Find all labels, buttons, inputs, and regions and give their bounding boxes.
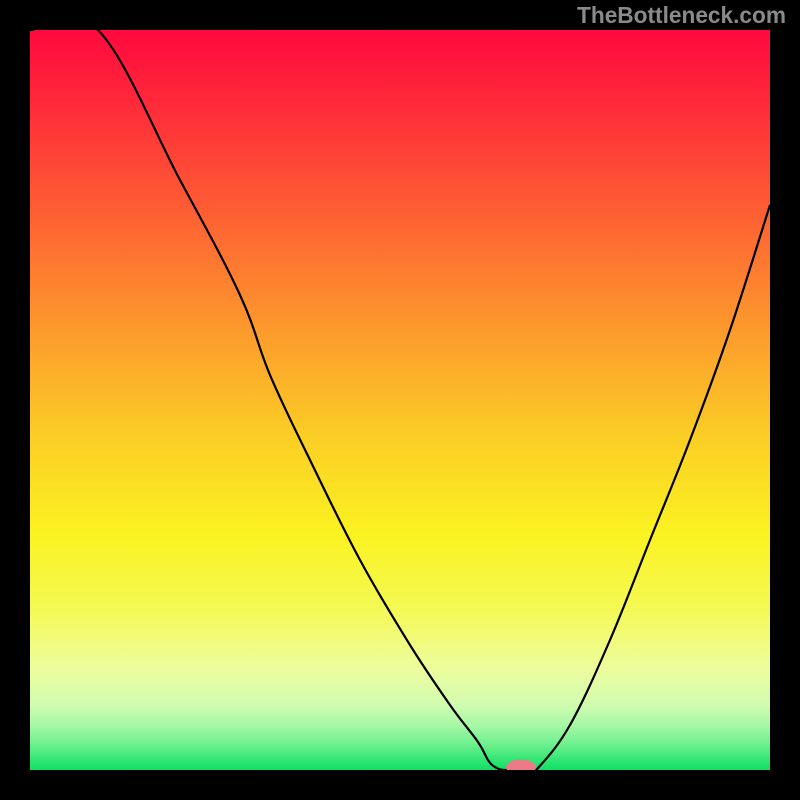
optimum-marker (506, 759, 536, 770)
bottleneck-curve-path (30, 30, 770, 770)
bottleneck-curve-svg (30, 30, 770, 770)
watermark-text: TheBottleneck.com (577, 2, 786, 29)
plot-area (30, 30, 770, 770)
chart-frame: TheBottleneck.com (0, 0, 800, 800)
